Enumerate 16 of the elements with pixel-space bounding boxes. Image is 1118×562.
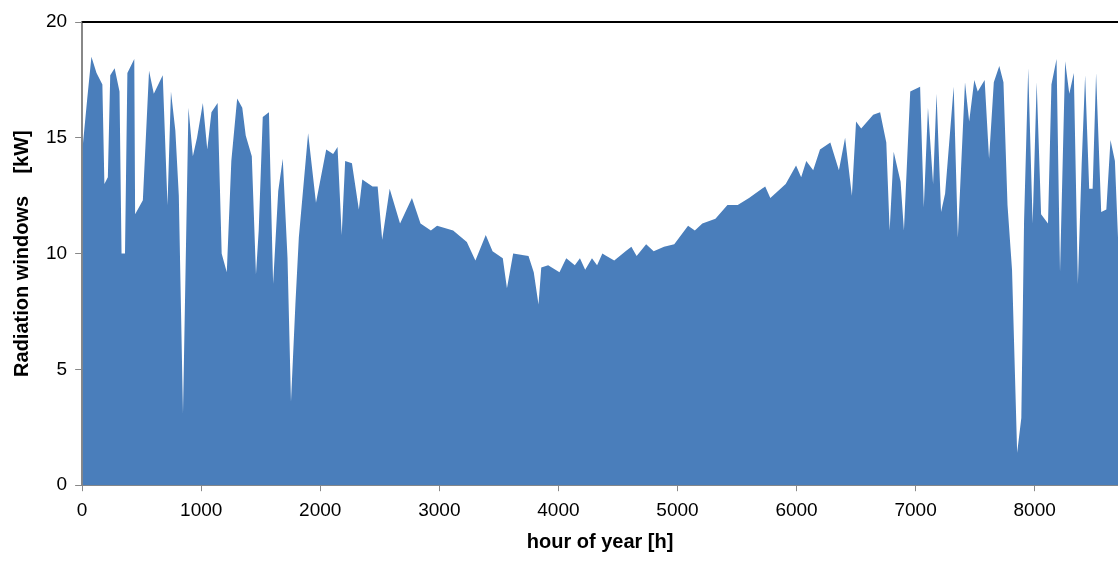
x-tick-label: 5000 xyxy=(656,498,699,520)
y-tick-label: 10 xyxy=(45,241,68,263)
x-tick-label: 2000 xyxy=(299,498,342,520)
x-tick-label: 7000 xyxy=(894,498,937,520)
y-axis-title: Radiation windows [kW] xyxy=(9,130,32,377)
x-tick-label: 4000 xyxy=(537,498,580,520)
y-tick-label: 0 xyxy=(56,473,68,495)
y-tick-label: 15 xyxy=(45,126,68,148)
x-tick-label: 1000 xyxy=(180,498,223,520)
y-tick-label: 20 xyxy=(45,10,68,32)
y-tick-label: 5 xyxy=(56,357,68,379)
x-tick-label: 0 xyxy=(76,498,88,520)
x-tick-label: 6000 xyxy=(775,498,818,520)
x-axis-title: hour of year [h] xyxy=(526,529,674,552)
x-tick-label: 8000 xyxy=(1013,498,1056,520)
x-tick-label: 3000 xyxy=(418,498,461,520)
